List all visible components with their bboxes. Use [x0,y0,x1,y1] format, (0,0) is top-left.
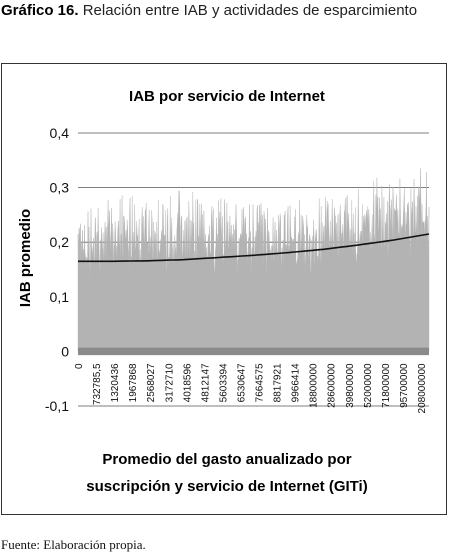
x-tick-label: 1967868 [128,363,139,402]
x-tick-label: 52000000 [363,363,374,408]
x-axis-label-line-1: Promedio del gasto anualizado por [102,451,351,468]
source-text: Elaboración propia. [43,537,146,552]
figure-caption-text: Relación entre IAB y actividades de espa… [82,2,418,19]
x-tick-label: 8817921 [273,363,284,402]
x-tick-label: 4018596 [182,363,193,402]
x-tick-label: 9966414 [291,363,302,402]
y-axis-label: IAB promedio [17,209,34,307]
x-tick-label: 28600000 [327,363,338,408]
y-tick-label: 0,4 [50,125,70,141]
x-tick-label: 3172710 [164,363,175,402]
x-tick-label: 732785,5 [92,363,103,405]
baseline-band [78,347,429,356]
x-tick-label: 1320436 [110,363,121,402]
x-tick-label: 39800000 [345,363,356,408]
y-tick-label: 0,2 [50,234,70,250]
x-tick-label: 2568027 [146,363,157,402]
x-tick-label: 0 [74,363,85,369]
figure-caption: Gráfico 16. Relación entre IAB y activid… [1,1,447,20]
source-note: Fuente: Elaboración propia. [1,537,146,553]
x-tick-label: 5603394 [218,363,229,402]
x-axis-label-line-2: suscripción y servicio de Internet (GITi… [86,478,367,495]
x-tick-label: 4812147 [200,363,211,402]
x-tick-label: 208000000 [417,363,428,413]
y-tick-label: 0,3 [50,180,70,196]
source-label: Fuente: [1,537,40,552]
area-series [77,168,430,352]
x-tick-label: 18800000 [309,363,320,408]
x-tick-label: 6530647 [237,363,248,402]
y-tick-label: 0 [61,343,69,359]
x-tick-label: 71800000 [381,363,392,408]
plot-area: 0,4 0,3 0,2 0,1 0 -0,1 0 732785,5 1320436 1967868… [45,125,430,414]
y-tick-label: -0,1 [45,398,69,414]
trend-line [78,233,430,263]
x-tick-label: 95700000 [399,363,410,408]
figure-number: Gráfico 16. [1,2,79,19]
x-tick-label: 7664575 [255,363,266,402]
y-tick-label: 0,1 [50,289,70,305]
chart-title: IAB por servicio de Internet [129,88,325,105]
